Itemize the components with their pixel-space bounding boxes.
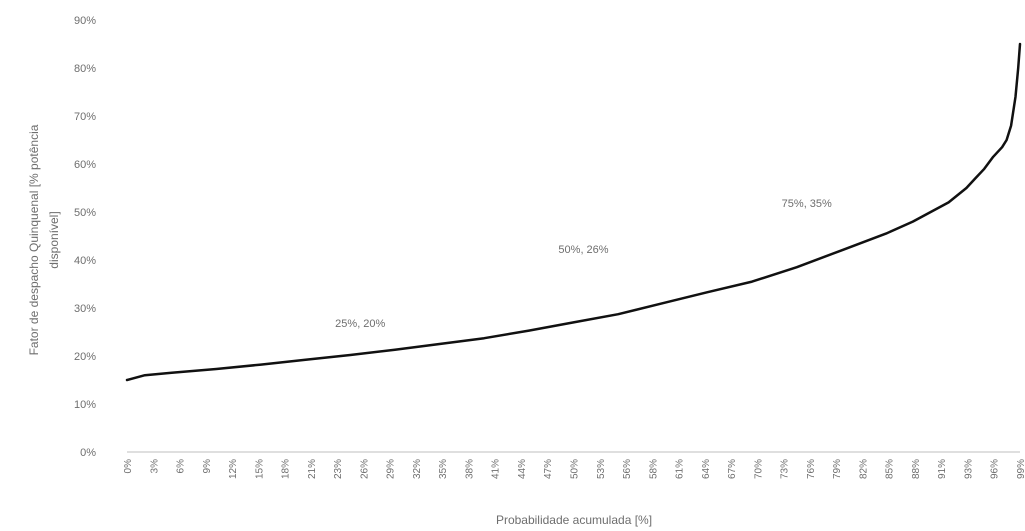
x-tick-label: 29% bbox=[386, 459, 397, 479]
x-tick-label: 53% bbox=[596, 459, 607, 479]
x-tick-label: 12% bbox=[228, 459, 239, 479]
y-axis-title-line-1: Fator de despacho Quinquenal [% potência bbox=[27, 124, 41, 355]
x-tick-label: 38% bbox=[464, 459, 475, 479]
x-tick-label: 41% bbox=[491, 459, 502, 479]
x-tick-label: 26% bbox=[359, 459, 370, 479]
x-tick-label: 47% bbox=[543, 459, 554, 479]
x-tick-label: 6% bbox=[176, 459, 187, 474]
x-tick-label: 93% bbox=[963, 459, 974, 479]
x-tick-label: 67% bbox=[727, 459, 738, 479]
x-tick-label: 85% bbox=[885, 459, 896, 479]
x-tick-label: 58% bbox=[648, 459, 659, 479]
x-tick-label: 96% bbox=[990, 459, 1001, 479]
x-tick-label: 76% bbox=[806, 459, 817, 479]
x-tick-label: 56% bbox=[622, 459, 633, 479]
x-tick-label: 91% bbox=[937, 459, 948, 479]
x-tick-label: 9% bbox=[202, 459, 213, 474]
point-annotation: 25%, 20% bbox=[335, 318, 385, 330]
y-tick-label: 90% bbox=[74, 15, 96, 27]
x-tick-label: 3% bbox=[149, 459, 160, 474]
y-tick-label: 10% bbox=[74, 399, 96, 411]
y-tick-label: 60% bbox=[74, 159, 96, 171]
y-tick-label: 40% bbox=[74, 255, 96, 267]
x-tick-label: 35% bbox=[438, 459, 449, 479]
x-axis-title: Probabilidade acumulada [%] bbox=[496, 513, 652, 527]
x-tick-label: 23% bbox=[333, 459, 344, 479]
x-tick-label: 99% bbox=[1016, 459, 1025, 479]
series-line bbox=[127, 44, 1020, 380]
x-tick-label: 70% bbox=[753, 459, 764, 479]
x-tick-label: 88% bbox=[911, 459, 922, 479]
x-tick-label: 44% bbox=[517, 459, 528, 479]
point-annotations: 25%, 20% 50%, 26% 75%, 35% bbox=[335, 198, 832, 330]
x-tick-label: 32% bbox=[412, 459, 423, 479]
y-tick-label: 50% bbox=[74, 207, 96, 219]
x-tick-label: 21% bbox=[307, 459, 318, 479]
y-tick-label: 0% bbox=[80, 447, 96, 459]
x-axis-ticks: 0% 3% 6% 9% 12% 15% 18% 21% 23% 26% 29% 32% 35% 38% 41… bbox=[123, 459, 1025, 479]
y-tick-label: 80% bbox=[74, 63, 96, 75]
y-axis-ticks: 0% 10% 20% 30% 40% 50% 60% 70% 80% 90% bbox=[74, 15, 96, 459]
point-annotation: 50%, 26% bbox=[558, 244, 608, 256]
x-tick-label: 73% bbox=[780, 459, 791, 479]
y-tick-label: 70% bbox=[74, 111, 96, 123]
x-tick-label: 64% bbox=[701, 459, 712, 479]
x-tick-label: 50% bbox=[570, 459, 581, 479]
y-tick-label: 20% bbox=[74, 351, 96, 363]
x-tick-label: 0% bbox=[123, 459, 134, 474]
y-axis-title-line-2: disponível] bbox=[47, 211, 61, 268]
point-annotation: 75%, 35% bbox=[782, 198, 832, 210]
x-tick-label: 18% bbox=[281, 459, 292, 479]
x-tick-label: 61% bbox=[675, 459, 686, 479]
y-tick-label: 30% bbox=[74, 303, 96, 315]
x-tick-label: 15% bbox=[254, 459, 265, 479]
x-tick-label: 79% bbox=[832, 459, 843, 479]
x-tick-label: 82% bbox=[858, 459, 869, 479]
